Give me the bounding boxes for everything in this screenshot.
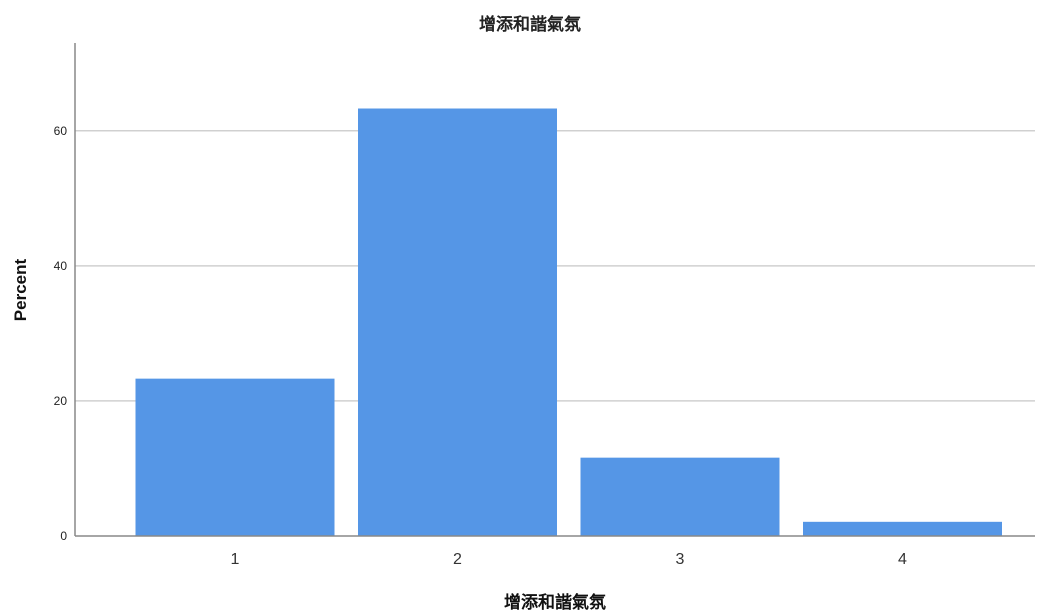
x-tick-label: 1 [231,551,240,568]
y-tick-label: 60 [54,124,68,138]
x-tick-labels: 1 2 3 4 [231,551,908,568]
y-tick-label: 40 [54,259,68,273]
y-tick-label: 0 [60,529,67,543]
bar [580,457,780,536]
bar [358,108,557,537]
x-axis-title: 增添和諧氣氛 [504,592,606,612]
y-axis-title: Percent [11,258,30,321]
bars [135,108,1002,537]
x-tick-label: 2 [453,551,462,568]
x-tick-label: 4 [898,551,907,568]
x-tick-label: 3 [676,551,685,568]
y-tick-labels: 0 20 40 60 [54,124,68,543]
bar [803,521,1002,536]
bar [135,378,335,536]
chart-title: 增添和諧氣氛 [479,14,581,35]
axes [74,43,1035,537]
y-tick-label: 20 [54,394,68,408]
